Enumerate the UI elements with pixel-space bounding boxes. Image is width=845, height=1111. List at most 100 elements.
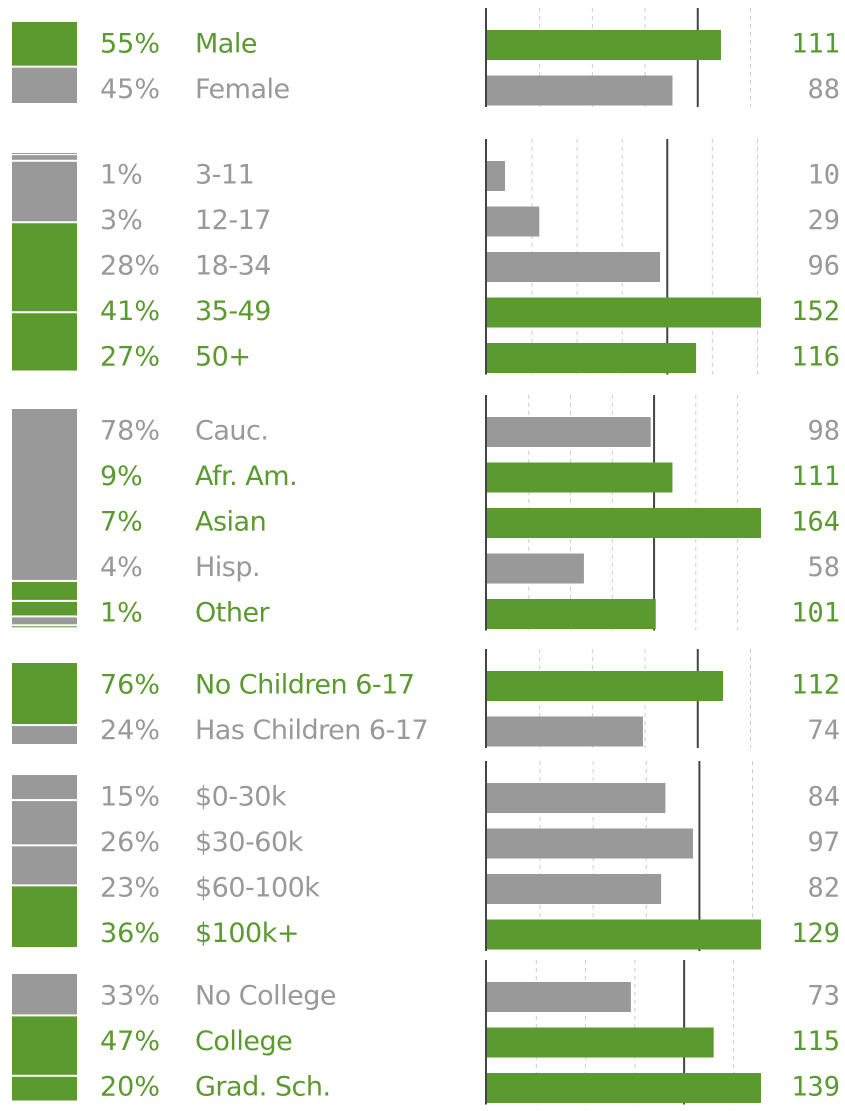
- category-label: $30-60k: [195, 827, 304, 858]
- category-label: 50+: [195, 342, 250, 373]
- share-label: 23%: [100, 873, 160, 904]
- category-label: Has Children 6-17: [195, 715, 428, 746]
- bar: [487, 462, 673, 493]
- share-label: 26%: [100, 827, 160, 858]
- value-label: 84: [807, 782, 840, 813]
- value-label: 111: [791, 29, 840, 60]
- category-label: No Children 6-17: [195, 670, 415, 701]
- category-label: Other: [195, 598, 271, 629]
- share-label: 76%: [100, 670, 160, 701]
- value-label: 101: [791, 598, 840, 629]
- bar: [487, 1027, 714, 1058]
- share-label: 3%: [100, 205, 143, 236]
- bar: [487, 553, 584, 584]
- bar: [487, 671, 724, 701]
- share-segment: [12, 1016, 77, 1075]
- category-label: $0-30k: [195, 782, 287, 813]
- value-label: 139: [791, 1072, 840, 1103]
- value-label: 98: [807, 416, 840, 447]
- value-label: 112: [791, 670, 840, 701]
- share-segment: [12, 846, 77, 885]
- bar: [487, 874, 662, 904]
- value-label: 10: [807, 160, 840, 191]
- share-label: 47%: [100, 1026, 160, 1057]
- share-label: 4%: [100, 552, 143, 583]
- bar: [487, 297, 761, 328]
- category-label: $100k+: [195, 918, 299, 949]
- category-label: $60-100k: [195, 873, 320, 904]
- bar: [487, 919, 761, 950]
- bar: [487, 343, 697, 373]
- category-label: College: [195, 1026, 292, 1057]
- bar: [487, 508, 761, 538]
- value-label: 29: [807, 205, 840, 236]
- value-label: 96: [807, 251, 840, 282]
- share-label: 7%: [100, 507, 143, 538]
- bar: [487, 252, 661, 282]
- category-label: Male: [195, 29, 257, 60]
- value-label: 152: [791, 296, 840, 327]
- bar: [487, 206, 540, 237]
- share-segment: [12, 161, 77, 222]
- share-label: 41%: [100, 296, 160, 327]
- category-label: 18-34: [195, 251, 271, 282]
- share-segment: [12, 663, 77, 725]
- value-label: 88: [807, 74, 840, 105]
- share-segment: [12, 1076, 77, 1101]
- category-label: 35-49: [195, 296, 271, 327]
- share-label: 20%: [100, 1072, 160, 1103]
- bar: [487, 75, 673, 106]
- value-label: 115: [791, 1026, 840, 1057]
- share-segment: [12, 617, 77, 625]
- bar: [487, 30, 721, 60]
- share-label: 28%: [100, 251, 160, 282]
- share-label: 1%: [100, 598, 143, 629]
- value-label: 58: [807, 552, 840, 583]
- category-label: 12-17: [195, 205, 271, 236]
- value-label: 74: [807, 715, 840, 746]
- share-segment: [12, 775, 77, 800]
- value-label: 73: [807, 981, 840, 1012]
- bar: [487, 716, 643, 747]
- category-label: Cauc.: [195, 416, 268, 447]
- share-label: 55%: [100, 29, 160, 60]
- share-segment: [12, 22, 77, 66]
- bar: [487, 982, 631, 1012]
- share-segment: [12, 801, 77, 845]
- category-label: No College: [195, 981, 336, 1012]
- share-segment: [12, 974, 77, 1015]
- share-segment: [12, 67, 77, 103]
- share-label: 36%: [100, 918, 160, 949]
- category-label: Grad. Sch.: [195, 1072, 331, 1103]
- share-label: 1%: [100, 160, 143, 191]
- share-label: 24%: [100, 715, 160, 746]
- share-segment: [12, 886, 77, 947]
- category-label: Hisp.: [195, 552, 260, 583]
- bar: [487, 161, 506, 191]
- bar: [487, 599, 656, 629]
- share-segment: [12, 313, 77, 371]
- share-segment: [12, 409, 77, 580]
- category-label: Afr. Am.: [195, 461, 297, 492]
- share-segment: [12, 223, 77, 312]
- category-label: Asian: [195, 507, 266, 538]
- share-segment: [12, 726, 77, 744]
- category-label: 3-11: [195, 160, 254, 191]
- bar: [487, 783, 666, 813]
- value-label: 116: [791, 342, 840, 373]
- bar: [487, 1073, 761, 1103]
- share-label: 33%: [100, 981, 160, 1012]
- share-segment: [12, 153, 77, 154]
- bar: [487, 828, 694, 859]
- share-segment: [12, 581, 77, 600]
- share-segment: [12, 155, 77, 160]
- value-label: 82: [807, 873, 840, 904]
- value-label: 97: [807, 827, 840, 858]
- category-label: Female: [195, 74, 290, 105]
- value-label: 129: [791, 918, 840, 949]
- share-label: 9%: [100, 461, 143, 492]
- bar: [487, 417, 651, 447]
- value-label: 111: [791, 461, 840, 492]
- share-segment: [12, 626, 77, 628]
